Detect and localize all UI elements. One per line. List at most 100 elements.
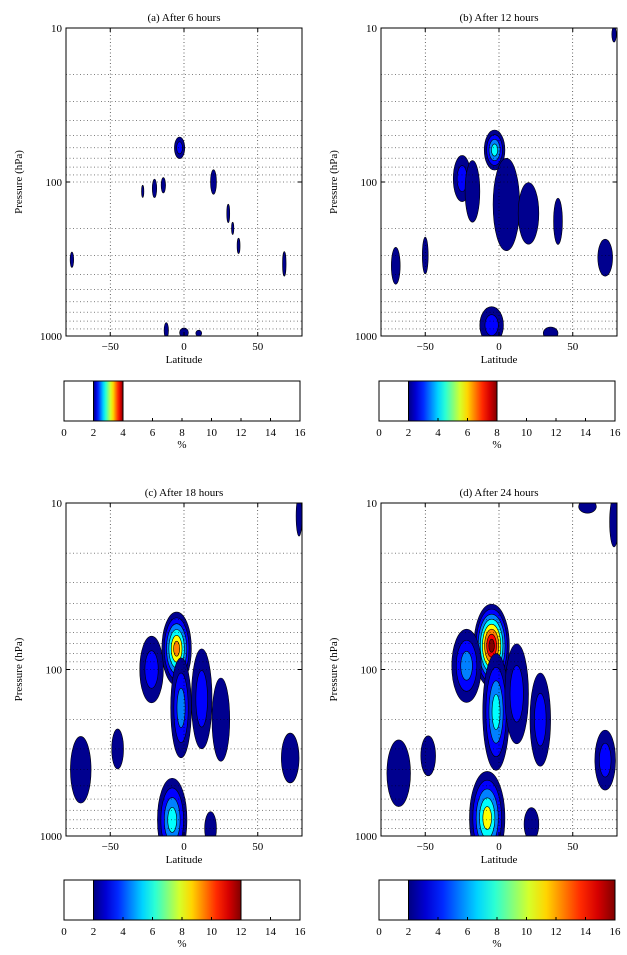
x-axis-label: Latitude xyxy=(481,354,518,366)
contour-blob xyxy=(391,247,401,285)
grid xyxy=(66,503,302,836)
colorbar-tick-label: 10 xyxy=(206,926,218,938)
contour-blob xyxy=(553,197,563,245)
x-tick-label: 50 xyxy=(567,841,579,853)
contours xyxy=(391,28,617,336)
contour-blob xyxy=(176,687,186,728)
y-axis-label: Pressure (hPa) xyxy=(328,150,340,214)
colorbar-fill xyxy=(93,880,241,920)
colorbar: 0 2 4 6 8 10 12 14 16% xyxy=(61,879,306,950)
colorbar-unit: % xyxy=(492,938,501,950)
colorbar-tick-label: 16 xyxy=(295,427,307,439)
contour-blob xyxy=(599,742,612,778)
colorbar-tick-label: 4 xyxy=(120,926,126,938)
colorbar: 0 2 4 6 8 10 12 14 16% xyxy=(376,879,622,950)
colorbar-tick-label: 2 xyxy=(406,427,412,439)
y-tick-label: 100 xyxy=(361,665,378,677)
colorbar-tick-label: 2 xyxy=(91,427,97,439)
contour-blob xyxy=(173,640,180,657)
contour-blob xyxy=(151,178,158,198)
contour-blob xyxy=(236,237,241,254)
contour-blob xyxy=(491,143,498,157)
colorbar-tick-label: 16 xyxy=(610,427,622,439)
x-tick-label: 0 xyxy=(181,841,187,853)
colorbar-tick-label: 16 xyxy=(610,926,622,938)
contour-blob xyxy=(491,694,501,730)
contours xyxy=(386,503,617,836)
x-tick-label: 0 xyxy=(496,341,502,353)
colorbar-tick-label: 0 xyxy=(376,427,382,439)
colorbar-tick-label: 12 xyxy=(551,926,562,938)
contour-blob xyxy=(420,735,436,777)
x-axis-label: Latitude xyxy=(166,354,203,366)
colorbar-unit: % xyxy=(177,938,186,950)
contour-blob xyxy=(226,203,231,223)
x-axis-label: Latitude xyxy=(481,854,518,866)
y-axis-label: Pressure (hPa) xyxy=(13,150,25,214)
contour-blob xyxy=(281,732,300,784)
colorbar-tick-label: 14 xyxy=(265,427,277,439)
panel-title: (d) After 24 hours xyxy=(459,487,538,499)
grid xyxy=(381,28,617,336)
colorbar-tick-label: 6 xyxy=(465,926,471,938)
colorbar-tick-label: 14 xyxy=(580,926,592,938)
colorbar-tick-label: 12 xyxy=(551,427,562,439)
contour-blob xyxy=(160,177,166,194)
contour-blob xyxy=(534,692,547,747)
contour-blob xyxy=(460,651,473,681)
contour-blob xyxy=(482,806,492,830)
x-tick-label: 50 xyxy=(252,841,264,853)
x-tick-label: 50 xyxy=(567,341,579,353)
contour-blob xyxy=(141,184,145,198)
x-tick-label: −50 xyxy=(102,341,120,353)
contours xyxy=(69,136,287,336)
y-tick-label: 1000 xyxy=(40,331,63,343)
colorbar-fill xyxy=(408,880,615,920)
x-tick-label: 50 xyxy=(252,341,264,353)
contour-blob xyxy=(386,739,411,807)
colorbar-tick-label: 2 xyxy=(406,926,412,938)
panel-3: −50 0 50 1000 100 10 (c) After 18 hours Latitud… xyxy=(13,487,306,950)
y-tick-label: 1000 xyxy=(40,831,63,843)
colorbar-tick-label: 12 xyxy=(236,427,247,439)
contour-blob xyxy=(231,221,235,235)
contour-blob xyxy=(163,322,169,336)
colorbar-unit: % xyxy=(492,439,501,451)
contour-blob xyxy=(542,326,559,336)
y-tick-label: 1000 xyxy=(355,831,378,843)
colorbar-tick-label: 14 xyxy=(265,926,277,938)
colorbar-tick-label: 12 xyxy=(236,926,247,938)
y-tick-label: 10 xyxy=(51,23,63,35)
colorbar-tick-label: 0 xyxy=(61,427,67,439)
contour-blob xyxy=(611,28,617,43)
panel-title: (b) After 12 hours xyxy=(459,12,538,24)
x-tick-label: −50 xyxy=(102,841,120,853)
grid xyxy=(381,503,617,836)
contour-blob xyxy=(195,670,208,728)
colorbar-tick-label: 0 xyxy=(61,926,67,938)
contour-blob xyxy=(195,329,202,336)
contour-blob xyxy=(69,251,74,268)
x-axis-label: Latitude xyxy=(166,854,203,866)
colorbar-tick-label: 6 xyxy=(150,926,156,938)
contour-blob xyxy=(179,327,189,336)
colorbar-tick-label: 2 xyxy=(91,926,97,938)
colorbar-tick-label: 8 xyxy=(179,427,185,439)
y-tick-label: 100 xyxy=(46,665,63,677)
grid xyxy=(66,28,302,336)
colorbar-tick-label: 4 xyxy=(435,926,441,938)
x-tick-label: 0 xyxy=(496,841,502,853)
contour-blob xyxy=(484,314,499,336)
y-tick-label: 10 xyxy=(366,498,378,510)
colorbar-fill xyxy=(408,381,497,421)
colorbar-tick-label: 8 xyxy=(179,926,185,938)
contour-blob xyxy=(295,503,302,537)
panel-title: (c) After 18 hours xyxy=(145,487,224,499)
y-axis-label: Pressure (hPa) xyxy=(328,637,340,701)
contour-blob xyxy=(488,638,495,653)
contour-blob xyxy=(523,807,540,836)
colorbar-tick-label: 4 xyxy=(120,427,126,439)
contours xyxy=(70,503,302,836)
